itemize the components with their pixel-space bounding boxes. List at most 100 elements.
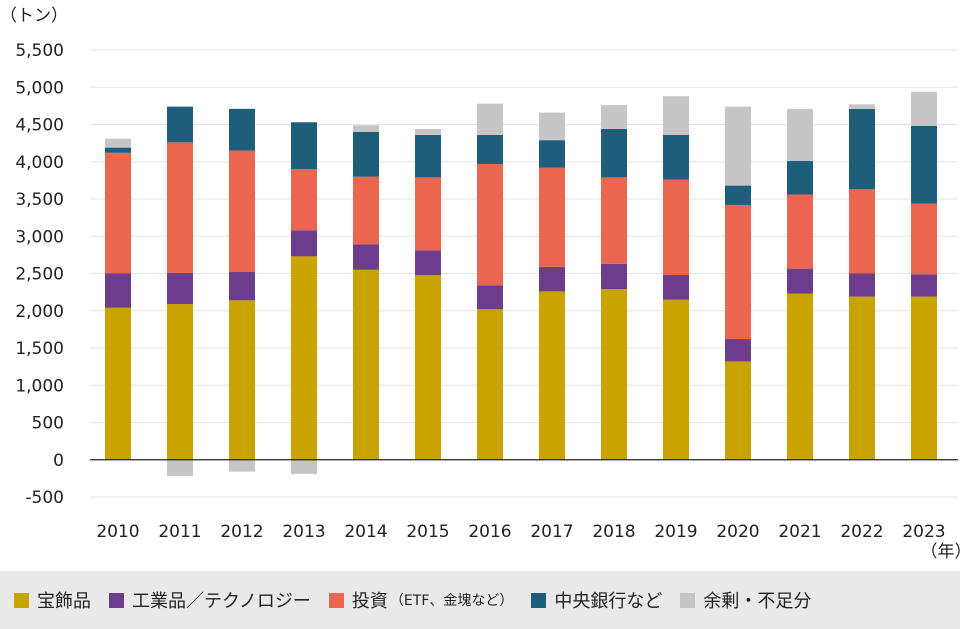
legend-swatch xyxy=(328,592,344,608)
bar-segment xyxy=(291,459,317,474)
bar-segment xyxy=(601,289,627,460)
x-tick-label: 2015 xyxy=(406,522,449,542)
legend-swatch xyxy=(680,592,696,608)
x-tick-label: 2020 xyxy=(716,522,759,542)
bar-segment xyxy=(291,230,317,257)
bar-segment xyxy=(229,272,255,301)
bar-segment xyxy=(353,131,379,177)
bar-segment xyxy=(663,134,689,180)
bar-segment xyxy=(291,122,317,170)
y-tick-label: 4,500 xyxy=(15,116,64,136)
y-tick-label: 2,000 xyxy=(15,302,64,322)
x-tick-label: 2021 xyxy=(778,522,821,542)
bar-segment xyxy=(849,296,875,460)
bar-segment xyxy=(353,125,379,132)
x-tick-label: 2018 xyxy=(592,522,635,542)
x-tick-label: 2013 xyxy=(282,522,325,542)
bar-segment xyxy=(725,339,751,362)
bar-segment xyxy=(787,108,813,162)
bar-segment xyxy=(663,179,689,275)
bar-segment xyxy=(353,244,379,270)
bar-segment xyxy=(539,291,565,460)
x-tick-label: 2012 xyxy=(220,522,263,542)
y-tick-label: 500 xyxy=(32,414,64,434)
bar-segment xyxy=(787,293,813,460)
legend-item-surplus-deficit: 余剰・不足分 xyxy=(680,587,811,613)
y-tick-label: 5,000 xyxy=(15,78,64,98)
bar-segment xyxy=(415,177,441,251)
y-axis-ticks: -500 0 500 1,000 1,500 2,000 2,500 3,000 3,500 4,… xyxy=(15,41,64,508)
x-tick-label: 2011 xyxy=(158,522,201,542)
legend-label: 工業品／テクノロジー xyxy=(132,591,311,612)
bar-segment xyxy=(167,304,193,460)
bar-segment xyxy=(415,274,441,460)
bar-segment xyxy=(415,128,441,135)
x-tick-label: 2017 xyxy=(530,522,573,542)
y-tick-label: 4,000 xyxy=(15,153,64,173)
bar-segment xyxy=(663,274,689,300)
bar-segment xyxy=(601,177,627,264)
y-tick-label: 2,500 xyxy=(15,265,64,285)
legend-swatch xyxy=(531,592,547,608)
bar-segment xyxy=(725,361,751,460)
bar-segment xyxy=(725,185,751,205)
bar-segment xyxy=(477,309,503,460)
bar-segment xyxy=(911,91,937,126)
x-axis-ticks: 2010 2011 2012 2013 2014 2015 2016 2017 2018 2019… xyxy=(96,522,945,542)
bar-segment xyxy=(725,106,751,186)
legend: 宝飾品 工業品／テクノロジー 投資 （ETF、金塊など） 中央銀行など 余剰・不… xyxy=(0,571,960,629)
bar-segment xyxy=(291,256,317,460)
grid-lines xyxy=(90,49,958,498)
bar-segment xyxy=(725,204,751,340)
x-unit-label: （年） xyxy=(921,542,960,562)
x-tick-label: 2016 xyxy=(468,522,511,542)
x-tick-label: 2019 xyxy=(654,522,697,542)
y-tick-label: 5,500 xyxy=(15,41,64,61)
bar-segment xyxy=(167,459,193,477)
bar-segment xyxy=(291,169,317,231)
bar-segment xyxy=(911,125,937,204)
bar-segment xyxy=(353,176,379,245)
legend-label: 中央銀行など xyxy=(554,591,663,612)
bar-segment xyxy=(477,134,503,164)
bar-segment xyxy=(539,167,565,267)
bar-segment xyxy=(601,128,627,178)
bar-segment xyxy=(849,104,875,109)
y-unit-label: （トン） xyxy=(0,6,68,26)
legend-label: 投資 xyxy=(351,591,388,612)
bar-segment xyxy=(167,142,193,273)
bar-segment xyxy=(105,138,131,148)
x-tick-label: 2014 xyxy=(344,522,387,542)
bar-segment xyxy=(601,105,627,129)
x-tick-label: 2023 xyxy=(902,522,945,542)
bar-segment xyxy=(477,103,503,135)
bar-segment xyxy=(105,147,131,153)
bar-segment xyxy=(849,273,875,297)
bar-segment xyxy=(787,269,813,294)
bar-segment xyxy=(911,274,937,297)
bar-segment xyxy=(105,152,131,274)
bar-segment xyxy=(229,459,255,472)
y-tick-label: 1,000 xyxy=(15,376,64,396)
legend-item-investment: 投資 （ETF、金塊など） xyxy=(328,587,514,613)
y-tick-label: 0 xyxy=(53,451,64,471)
bar-segment xyxy=(911,296,937,460)
x-tick-label: 2022 xyxy=(840,522,883,542)
bar-segment xyxy=(663,96,689,135)
legend-item-jewellery: 宝飾品 xyxy=(14,587,91,613)
bar-segment xyxy=(539,112,565,141)
y-tick-label: 3,500 xyxy=(15,190,64,210)
legend-note: （ETF、金塊など） xyxy=(389,593,514,609)
bar-segment xyxy=(911,203,937,275)
legend-item-technology: 工業品／テクノロジー xyxy=(109,587,311,613)
y-tick-label: -500 xyxy=(25,488,64,508)
bar-segment xyxy=(229,300,255,460)
bar-segment xyxy=(415,250,441,275)
bar-segment xyxy=(167,106,193,143)
bar-segment xyxy=(787,194,813,270)
bar-segment xyxy=(787,161,813,195)
bar-segment xyxy=(477,163,503,286)
bars xyxy=(105,91,937,477)
bar-segment xyxy=(415,134,441,178)
